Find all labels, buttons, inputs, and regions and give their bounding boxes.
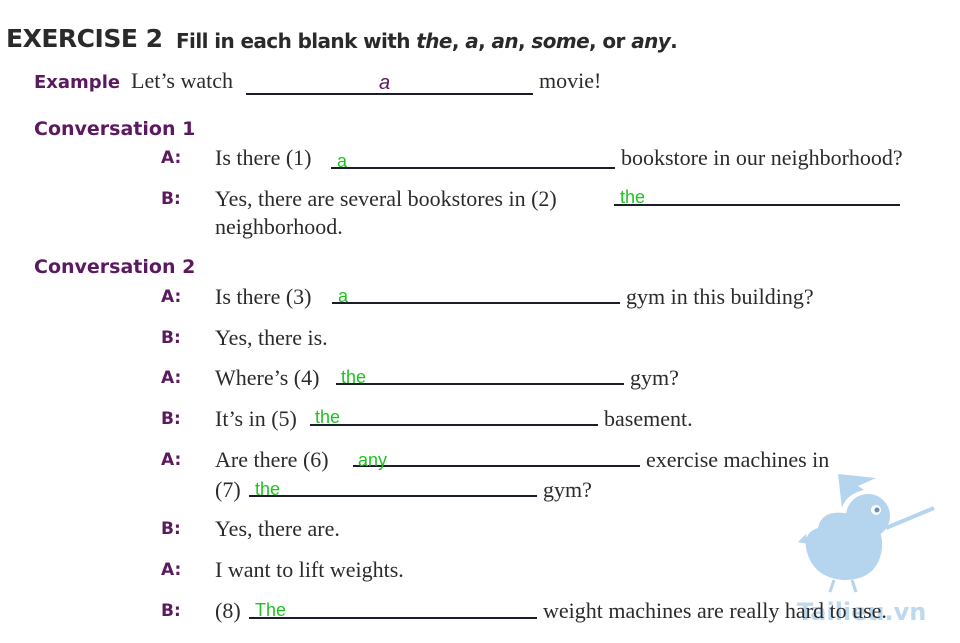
line-text-after: gym? bbox=[630, 365, 679, 390]
answer-3: a bbox=[338, 286, 349, 306]
line-text-after: basement. bbox=[604, 406, 693, 431]
speaker-label: A: bbox=[161, 368, 182, 388]
option-an: an bbox=[491, 29, 519, 53]
line-text-after: gym in this building? bbox=[626, 284, 814, 309]
example-label: Example bbox=[34, 72, 121, 93]
speaker-label: A: bbox=[161, 560, 182, 580]
line-text-after: neighborhood. bbox=[215, 214, 343, 239]
speaker-label: A: bbox=[161, 450, 182, 470]
line-text-after: exercise machines in bbox=[646, 447, 830, 472]
answer-1: a bbox=[337, 151, 348, 171]
line-text: Are there (6) bbox=[215, 447, 329, 472]
exercise-instruction: Fill in each blank with the, a, an, some… bbox=[176, 29, 678, 53]
speaker-label: B: bbox=[161, 409, 181, 429]
blank-4 bbox=[336, 383, 624, 385]
line-text: Yes, there are several bookstores in (2) bbox=[215, 186, 557, 211]
speaker-label: B: bbox=[161, 189, 181, 209]
blank-7 bbox=[249, 495, 537, 497]
conversation-2-title: Conversation 2 bbox=[34, 256, 196, 278]
conversation-1-title: Conversation 1 bbox=[34, 118, 196, 140]
line-text: I want to lift weights. bbox=[215, 557, 404, 582]
line-text-after: gym? bbox=[543, 477, 592, 502]
line-text: It’s in (5) bbox=[215, 406, 297, 431]
blank-3 bbox=[332, 302, 620, 304]
line-text: Yes, there is. bbox=[215, 325, 328, 350]
line-text: Yes, there are. bbox=[215, 516, 340, 541]
speaker-label: B: bbox=[161, 328, 181, 348]
exercise-heading: EXERCISE 2 bbox=[6, 24, 163, 53]
line-text: Where’s (4) bbox=[215, 365, 320, 390]
speaker-label: B: bbox=[161, 519, 181, 539]
answer-6: any bbox=[358, 450, 388, 470]
watermark-text: Tailieu.vn bbox=[797, 598, 927, 626]
example-text: Let’s watch bbox=[131, 68, 234, 93]
example-blank bbox=[246, 93, 533, 95]
example-answer: a bbox=[379, 72, 391, 94]
blank-8 bbox=[249, 617, 537, 619]
option-some: some bbox=[531, 29, 590, 53]
line-text-after: weight machines are really hard to use. bbox=[543, 598, 887, 623]
blank-5 bbox=[310, 424, 598, 426]
example-after: movie! bbox=[539, 68, 602, 93]
line-text-after: bookstore in our neighborhood? bbox=[621, 145, 903, 170]
answer-2: the bbox=[620, 187, 646, 207]
option-the: the bbox=[416, 29, 452, 53]
speaker-label: A: bbox=[161, 287, 182, 307]
blank-1 bbox=[331, 167, 615, 169]
option-a: a bbox=[465, 29, 479, 53]
answer-4: the bbox=[341, 367, 367, 387]
blank-2 bbox=[614, 204, 900, 206]
answer-5: the bbox=[315, 407, 341, 427]
answer-7: the bbox=[255, 479, 281, 499]
speaker-label: B: bbox=[161, 601, 181, 621]
line-text: (7) bbox=[215, 477, 241, 502]
blank-6 bbox=[353, 465, 640, 467]
answer-8: The bbox=[255, 600, 287, 620]
line-text: Is there (3) bbox=[215, 284, 312, 309]
speaker-label: A: bbox=[161, 148, 182, 168]
line-text: Is there (1) bbox=[215, 145, 312, 170]
line-text: (8) bbox=[215, 598, 241, 623]
watermark-bird-icon bbox=[798, 474, 935, 593]
option-any: any bbox=[631, 29, 671, 53]
